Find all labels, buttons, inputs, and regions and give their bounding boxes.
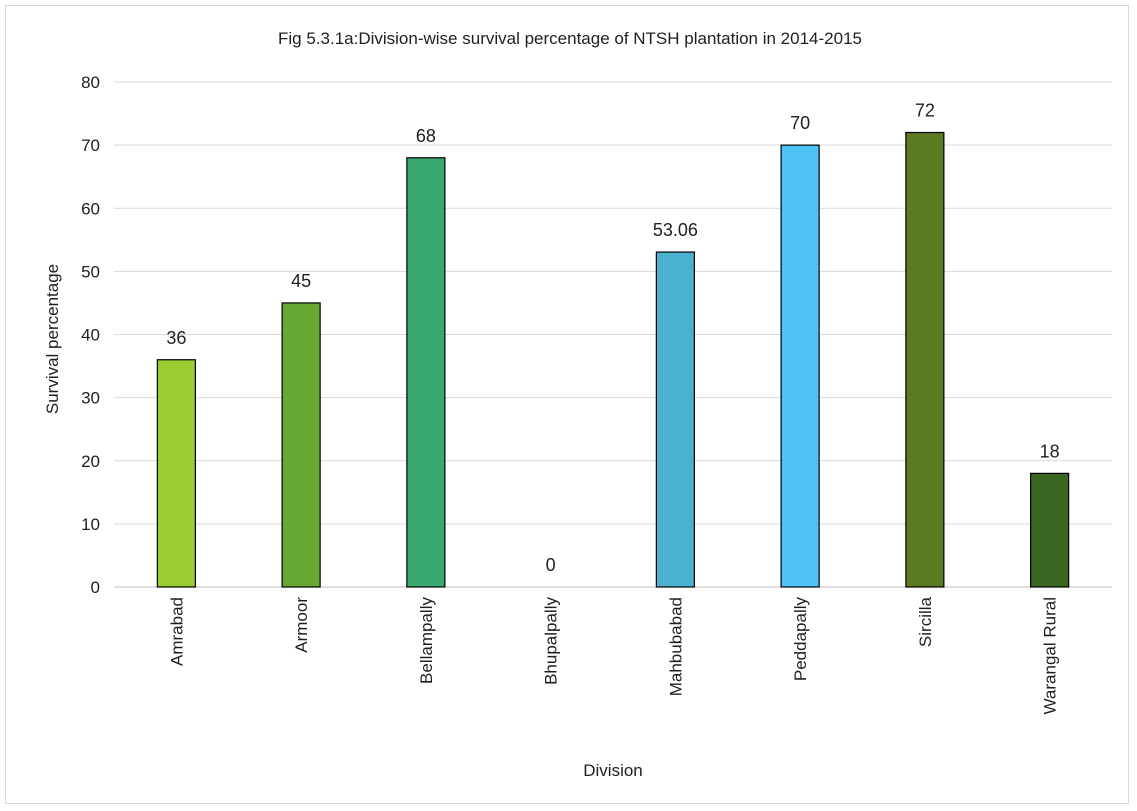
bar (656, 252, 694, 587)
x-axis-categories: Amrabad Armoor Bellampally Bhupalpally Mahbu… (167, 596, 1059, 714)
bar (407, 158, 445, 587)
x-category-label: Sircilla (916, 596, 935, 647)
gridlines (114, 82, 1112, 524)
x-category-label: Amrabad (167, 597, 186, 666)
y-tick-label: 20 (81, 452, 100, 471)
data-label: 36 (166, 328, 186, 348)
y-tick-label: 80 (81, 73, 100, 92)
data-label: 68 (416, 126, 436, 146)
chart-title: Fig 5.3.1a:Division-wise survival percen… (278, 29, 862, 48)
data-label: 72 (915, 101, 935, 121)
data-label: 53.06 (653, 220, 698, 240)
y-axis-label: Survival percentage (43, 264, 62, 414)
y-tick-label: 40 (81, 326, 100, 345)
y-tick-label: 0 (91, 578, 100, 597)
x-category-label: Bellampally (417, 597, 436, 684)
bar (282, 303, 320, 587)
data-label: 18 (1040, 441, 1060, 461)
y-tick-label: 70 (81, 136, 100, 155)
bars (157, 133, 1068, 588)
x-category-label: Warangal Rural (1041, 597, 1060, 714)
x-category-label: Bhupalpally (542, 597, 561, 685)
data-label: 0 (546, 555, 556, 575)
y-axis-ticks: 0 10 20 30 40 50 60 70 80 (81, 73, 100, 597)
x-axis-label: Division (583, 761, 643, 780)
data-label: 45 (291, 271, 311, 291)
x-category-label: Peddapally (791, 597, 810, 682)
x-category-label: Mahbubabad (666, 597, 685, 696)
data-label: 70 (790, 113, 810, 133)
bar (906, 133, 944, 588)
y-tick-label: 50 (81, 262, 100, 281)
y-tick-label: 60 (81, 199, 100, 218)
bar (1031, 473, 1069, 587)
bar (157, 360, 195, 587)
bar (781, 145, 819, 587)
x-category-label: Armoor (292, 597, 311, 653)
y-tick-label: 10 (81, 515, 100, 534)
y-tick-label: 30 (81, 389, 100, 408)
